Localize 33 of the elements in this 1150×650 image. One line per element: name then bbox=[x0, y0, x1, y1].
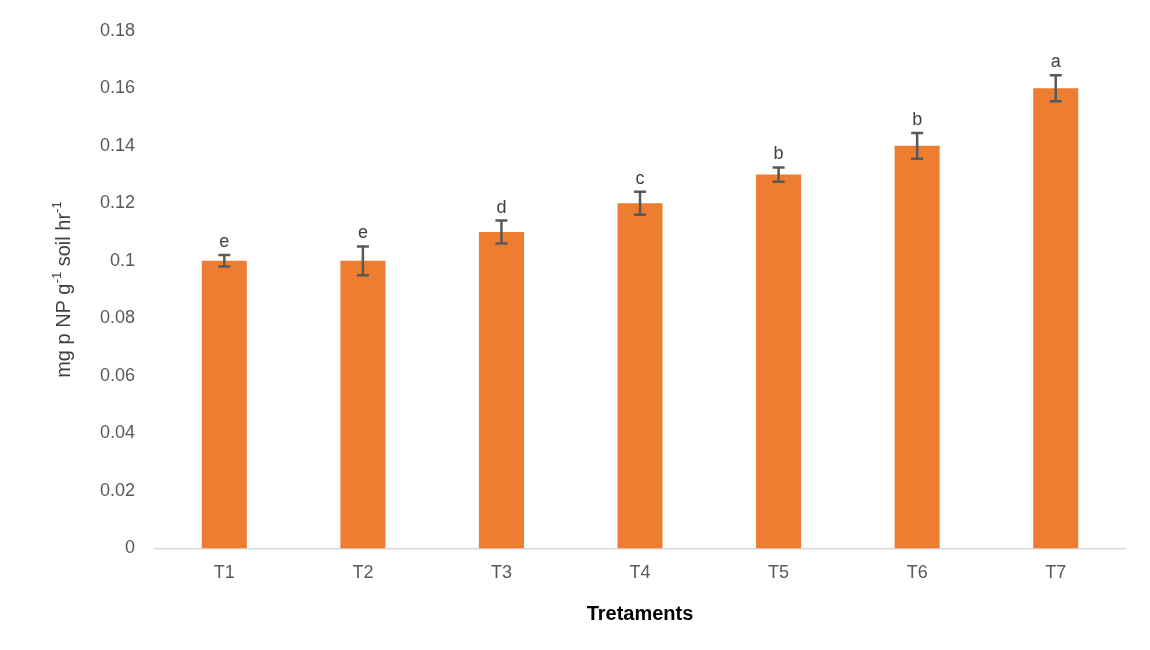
y-tick-label: 0.06 bbox=[99, 364, 136, 385]
y-axis-title: mg p NP g-1 soil hr-1 bbox=[49, 201, 74, 378]
y-tick-label: 0.02 bbox=[99, 479, 136, 500]
x-tick-label: T3 bbox=[490, 562, 512, 583]
bar bbox=[201, 260, 247, 549]
annotation: d bbox=[496, 196, 507, 217]
x-tick-label: T1 bbox=[213, 562, 235, 583]
bar bbox=[478, 232, 524, 549]
y-tick-label: 0.14 bbox=[99, 134, 136, 155]
y-tick-label: 0.16 bbox=[99, 77, 136, 98]
y-tick-label: 0.12 bbox=[99, 192, 136, 213]
x-axis-title: Tretaments bbox=[586, 601, 694, 624]
y-tick-label: 0.08 bbox=[99, 307, 136, 328]
annotation: a bbox=[1050, 51, 1062, 72]
bar bbox=[1033, 88, 1079, 549]
bar bbox=[340, 260, 386, 549]
annotation: b bbox=[773, 143, 784, 164]
annotation: b bbox=[912, 108, 923, 129]
bar bbox=[894, 145, 940, 549]
bar bbox=[617, 203, 663, 549]
y-tick-label: 0.18 bbox=[99, 19, 136, 40]
annotation: e bbox=[219, 231, 230, 252]
y-tick-label: 0.1 bbox=[110, 249, 136, 270]
x-tick-label: T5 bbox=[768, 562, 790, 583]
annotation: e bbox=[357, 222, 368, 243]
x-tick-label: T2 bbox=[352, 562, 374, 583]
y-tick-label: 0.04 bbox=[99, 422, 136, 443]
x-tick-label: T4 bbox=[629, 562, 651, 583]
annotation: c bbox=[635, 167, 645, 188]
y-tick-label: 0 bbox=[125, 537, 136, 558]
bar bbox=[756, 174, 802, 549]
x-tick-label: T7 bbox=[1045, 562, 1067, 583]
x-tick-label: T6 bbox=[906, 562, 928, 583]
